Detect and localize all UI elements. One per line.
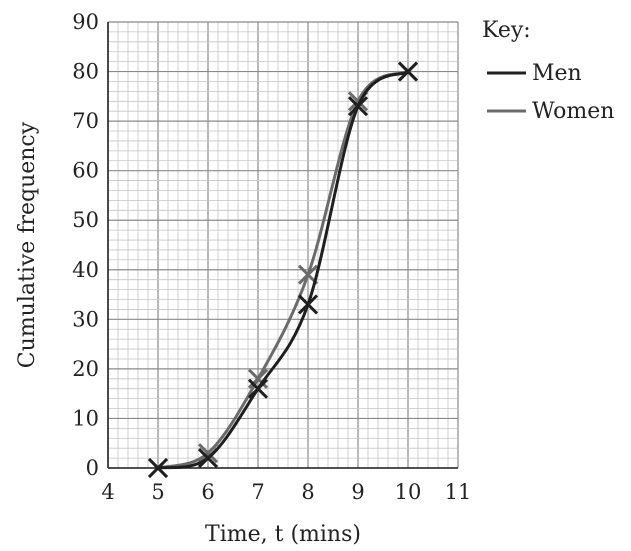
y-tick-label: 20 [72, 357, 99, 381]
data-point-men [397, 61, 419, 82]
cross-stroke [347, 96, 369, 117]
cross-stroke [297, 264, 319, 285]
y-tick-label: 10 [72, 406, 99, 430]
data-point-men [247, 378, 269, 399]
y-tick-label: 70 [72, 109, 99, 133]
data-point-men [347, 96, 369, 117]
data-point-men [197, 448, 219, 469]
y-tick-label: 90 [72, 10, 99, 34]
data-point-men [147, 457, 169, 479]
x-tick-label: 11 [445, 480, 472, 504]
cross-stroke [297, 294, 319, 315]
cross-stroke [197, 448, 219, 469]
y-tick-label: 60 [72, 159, 99, 183]
x-tick-label: 7 [251, 480, 264, 504]
x-tick-label: 4 [101, 480, 114, 504]
y-tick-label: 40 [72, 258, 99, 282]
x-tick-label: 6 [201, 480, 214, 504]
legend: Key: Men Women [482, 18, 614, 124]
y-tick-label: 30 [72, 307, 99, 331]
chart-tick-labels: 4 5 6 7 8 9 10 11 0 10 20 30 40 50 60 70 80 90 [72, 10, 471, 504]
y-tick-label: 50 [72, 208, 99, 232]
x-tick-label: 9 [351, 480, 364, 504]
data-point-women [197, 443, 219, 464]
chart-grid [107, 21, 459, 469]
legend-label-men: Men [532, 61, 582, 86]
x-axis-label: Time, t (mins) [205, 522, 361, 547]
cross-stroke [397, 61, 419, 82]
legend-label-women: Women [532, 99, 614, 124]
cross-stroke [147, 457, 169, 479]
x-tick-label: 5 [151, 480, 164, 504]
cross-stroke [197, 443, 219, 464]
cross-stroke [247, 378, 269, 399]
chart-series [147, 61, 419, 479]
y-tick-label: 0 [86, 456, 99, 480]
y-tick-label: 80 [72, 60, 99, 84]
chart-axes [107, 22, 458, 469]
y-axis-label: Cumulative frequency [15, 121, 40, 368]
x-tick-label: 8 [301, 480, 314, 504]
data-point-men [297, 294, 319, 315]
legend-title: Key: [482, 18, 531, 43]
x-tick-label: 10 [395, 480, 422, 504]
